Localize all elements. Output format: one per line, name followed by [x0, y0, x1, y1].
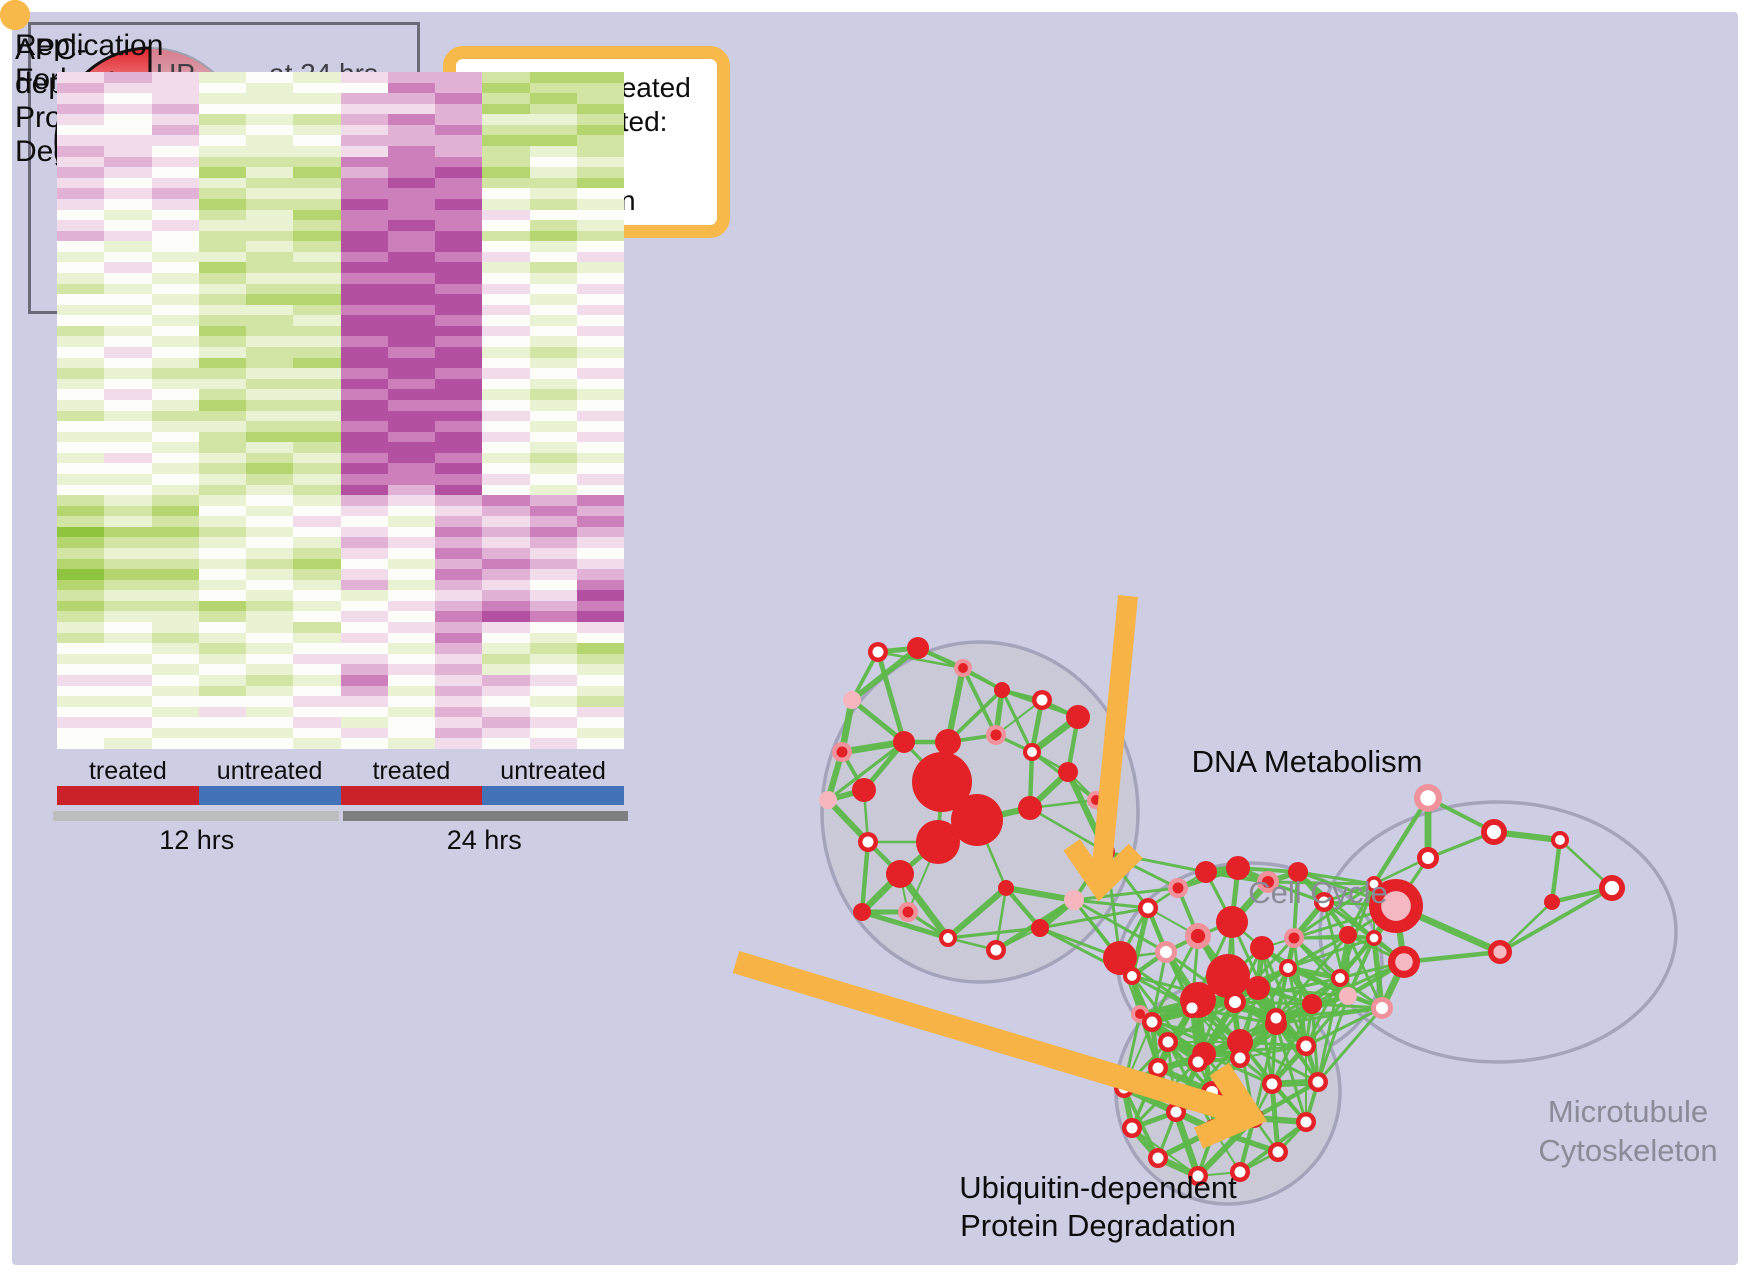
apc-condition-bar: [57, 786, 624, 805]
apc-time-bar: [53, 811, 628, 821]
group-label-untreated-12: untreated: [216, 757, 323, 785]
apc-time-labels: 12 hrs 24 hrs: [53, 825, 628, 856]
group-label-treated-12: treated: [88, 757, 167, 785]
apc-group-labels: treated untreated treated untreated: [57, 757, 624, 786]
apc-degradation-panel: APC-dependent Protein Degradation treate…: [0, 0, 628, 855]
apc-heatmap: [57, 72, 624, 749]
time-label-12hrs: 12 hrs: [159, 825, 235, 855]
group-label-untreated-24: untreated: [500, 757, 606, 785]
time-label-24hrs: 24 hrs: [446, 825, 522, 855]
group-label-treated-24: treated: [372, 757, 451, 785]
